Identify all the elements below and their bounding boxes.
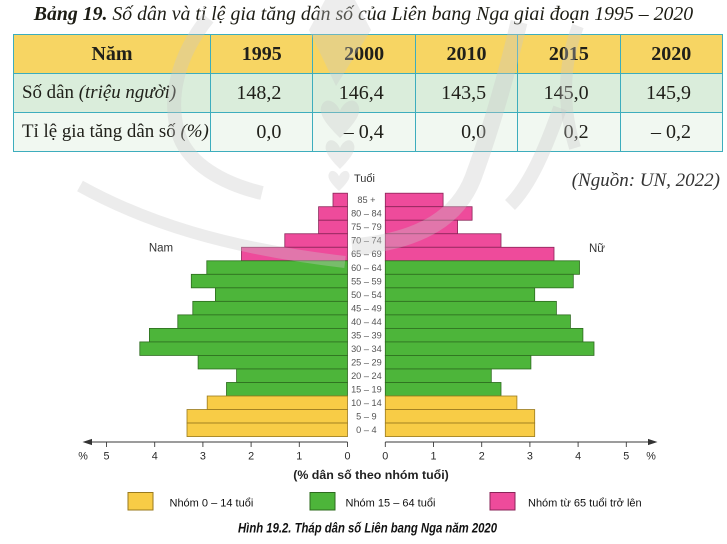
svg-text:5: 5: [103, 451, 109, 463]
svg-text:15 – 19: 15 – 19: [351, 384, 382, 394]
svg-text:5: 5: [623, 451, 629, 463]
svg-text:40 – 44: 40 – 44: [351, 317, 382, 327]
svg-text:Nhóm từ 65 tuổi trở lên: Nhóm từ 65 tuổi trở lên: [528, 498, 642, 510]
svg-text:Nhóm 15 – 64 tuổi: Nhóm 15 – 64 tuổi: [346, 498, 436, 510]
svg-text:3: 3: [527, 451, 533, 463]
svg-text:45 – 49: 45 – 49: [351, 303, 382, 313]
svg-text:1: 1: [296, 451, 302, 463]
svg-text:25 – 29: 25 – 29: [351, 357, 382, 367]
svg-text:Nữ: Nữ: [589, 243, 605, 255]
svg-text:Hình 19.2. Tháp dân số Liên ba: Hình 19.2. Tháp dân số Liên bang Nga năm…: [238, 521, 497, 536]
svg-text:%: %: [78, 451, 88, 463]
svg-text:Nam: Nam: [149, 243, 173, 255]
svg-text:(% dân số theo nhóm tuổi): (% dân số theo nhóm tuổi): [293, 468, 449, 482]
svg-text:65 – 69: 65 – 69: [351, 249, 382, 259]
svg-text:5 – 9: 5 – 9: [356, 411, 376, 421]
svg-text:60 – 64: 60 – 64: [351, 263, 382, 273]
svg-text:85 +: 85 +: [357, 195, 375, 205]
svg-text:20 – 24: 20 – 24: [351, 371, 382, 381]
svg-text:2: 2: [248, 451, 254, 463]
svg-text:Nhóm 0 – 14 tuổi: Nhóm 0 – 14 tuổi: [170, 498, 254, 510]
svg-text:80 – 84: 80 – 84: [351, 209, 382, 219]
svg-text:Tuổi: Tuổi: [354, 173, 375, 185]
svg-text:0: 0: [382, 451, 388, 463]
svg-text:0 – 4: 0 – 4: [356, 425, 376, 435]
svg-text:50 – 54: 50 – 54: [351, 290, 382, 300]
svg-text:4: 4: [152, 451, 158, 463]
svg-text:75 – 79: 75 – 79: [351, 222, 382, 232]
svg-text:1: 1: [430, 451, 436, 463]
svg-text:0: 0: [344, 451, 350, 463]
svg-text:35 – 39: 35 – 39: [351, 330, 382, 340]
svg-text:2: 2: [479, 451, 485, 463]
svg-text:55 – 59: 55 – 59: [351, 276, 382, 286]
svg-text:10 – 14: 10 – 14: [351, 398, 382, 408]
svg-text:70 – 74: 70 – 74: [351, 236, 382, 246]
svg-text:3: 3: [200, 451, 206, 463]
svg-text:4: 4: [575, 451, 581, 463]
svg-text:%: %: [646, 451, 656, 463]
svg-text:30 – 34: 30 – 34: [351, 344, 382, 354]
